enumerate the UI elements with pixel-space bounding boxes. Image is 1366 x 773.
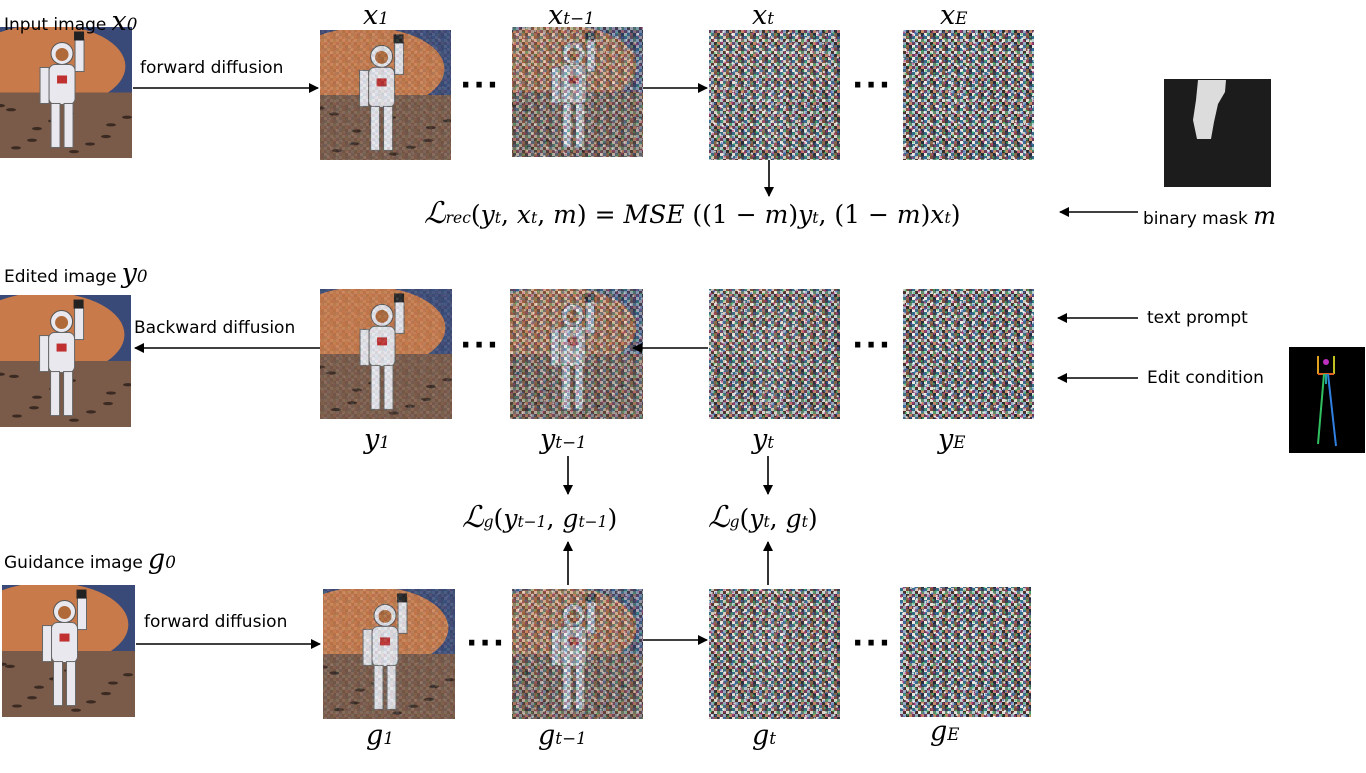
input-image-caption: Input image x0 [4,6,137,37]
edited-image-var: y0 [121,258,148,289]
g-t-label: gt [752,720,777,751]
edited-image-caption-text: Edited image [4,267,117,287]
input-image-caption-text: Input image [4,15,107,35]
y-E-label: yE [938,424,966,455]
input-image-x0 [0,27,132,158]
image-y-t [709,289,840,419]
x-t-label: xt [752,0,774,31]
x1-label: x1 [363,0,389,31]
ellipsis-row1b: ··· [852,68,893,103]
image-g1 [323,589,455,719]
image-x-E [903,30,1034,160]
image-y-t-minus-1 [510,289,643,419]
binary-mask-label: binary mask m [1143,202,1277,230]
g-E-label: gE [930,716,960,747]
ellipsis-row3b: ··· [852,626,893,661]
g1-label: g1 [366,720,394,751]
image-g-E [900,587,1031,717]
y1-label: y1 [364,424,390,455]
image-y1 [320,289,452,419]
x-t-minus-1-label: xt−1 [548,0,595,31]
guidance-image-caption-text: Guidance image [4,553,143,573]
y-t-minus-1-label: yt−1 [540,424,587,455]
image-g-t-minus-1 [512,589,643,719]
binary-mask-image [1164,79,1271,187]
guidance-image-var: g0 [147,544,176,575]
forward-diffusion-label-1: forward diffusion [140,58,284,78]
text-prompt-label: text prompt [1147,308,1248,328]
ellipsis-row2: ··· [460,328,501,363]
ellipsis-row3: ··· [466,626,507,661]
forward-diffusion-label-2: forward diffusion [144,612,288,632]
guidance-image-caption: Guidance image g0 [4,544,176,575]
backward-diffusion-label: Backward diffusion [134,318,296,338]
edited-image-caption: Edited image y0 [4,258,148,289]
y-t-label: yt [752,424,774,455]
edited-image-y0 [0,295,131,427]
image-g-t [709,589,840,719]
image-y-E [903,289,1034,419]
ellipsis-row2b: ··· [852,328,893,363]
guidance-image-g0 [2,585,135,717]
guidance-loss-t: ℒg(yt, gt) [708,500,818,535]
image-x-t [709,30,840,160]
input-image-var: x0 [111,6,138,37]
edit-condition-label: Edit condition [1147,368,1264,388]
reconstruction-loss-equation: ℒrec(yt, xt, m) = MSE ((1 − m)yt, (1 − m… [424,196,961,231]
guidance-loss-t-minus-1: ℒg(yt−1, gt−1) [462,500,618,535]
image-x-t-minus-1 [512,27,643,157]
g-t-minus-1-label: gt−1 [538,720,587,751]
ellipsis-row1: ··· [460,68,501,103]
x-E-label: xE [940,0,968,31]
pose-skeleton-image [1289,347,1365,453]
image-x1 [320,30,451,160]
